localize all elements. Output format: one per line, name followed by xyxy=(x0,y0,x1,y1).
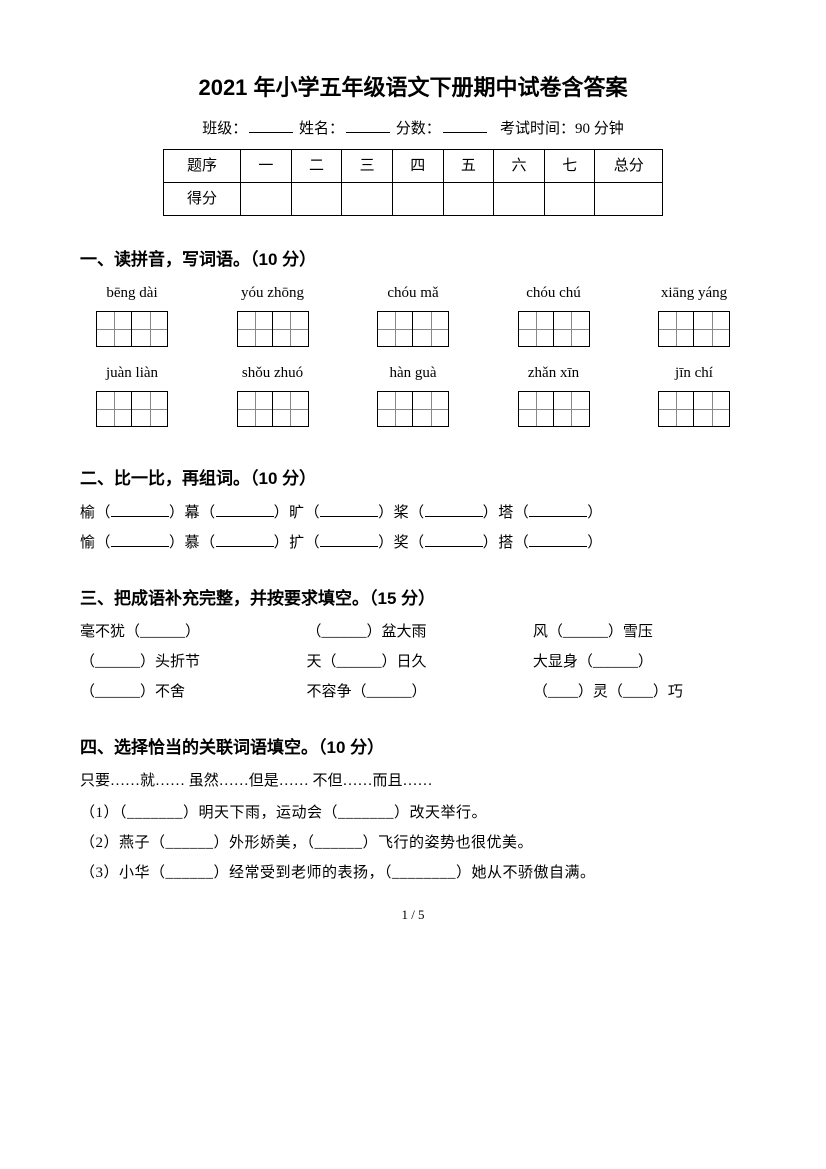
char: 幕 xyxy=(185,505,201,521)
pinyin-labels-row2: juàn liàn shǒu zhuó hàn guà zhǎn xīn jīn… xyxy=(80,361,746,387)
pinyin-text: jīn chí xyxy=(642,361,746,385)
section3-heading: 三、把成语补充完整，并按要求填空。（15 分） xyxy=(80,585,746,612)
exam-time-value: 90 分钟 xyxy=(575,121,624,137)
pinyin-text: yóu zhōng xyxy=(221,281,325,305)
blank[interactable] xyxy=(111,502,169,517)
col-3: 三 xyxy=(342,150,393,183)
row2-label: 得分 xyxy=(164,183,241,216)
score-cell[interactable] xyxy=(544,183,595,216)
blank[interactable] xyxy=(216,532,274,547)
score-blank[interactable] xyxy=(443,118,487,133)
blank[interactable] xyxy=(529,502,587,517)
char: 愉 xyxy=(80,535,96,551)
section1-heading: 一、读拼音，写词语。（10 分） xyxy=(80,246,746,273)
score-cell[interactable] xyxy=(494,183,545,216)
name-label: 姓名： xyxy=(299,121,344,137)
score-table: 题序 一 二 三 四 五 六 七 总分 得分 xyxy=(163,149,663,216)
tianzi-box[interactable] xyxy=(642,311,746,347)
score-label: 分数： xyxy=(396,121,441,137)
score-cell[interactable] xyxy=(342,183,393,216)
char: 奖 xyxy=(394,535,410,551)
tianzi-box[interactable] xyxy=(502,391,606,427)
tianzi-box[interactable] xyxy=(502,311,606,347)
q3-item: 毫不犹（______） xyxy=(80,620,293,644)
tianzi-box[interactable] xyxy=(642,391,746,427)
pinyin-text: xiāng yáng xyxy=(642,281,746,305)
page-number: 1 / 5 xyxy=(80,905,746,926)
q3-row2: （______）头折节 天（______）日久 大显身（______） xyxy=(80,650,746,674)
tianzi-box[interactable] xyxy=(221,311,325,347)
q3-item: 大显身（______） xyxy=(533,650,746,674)
pinyin-text: bēng dài xyxy=(80,281,184,305)
tianzi-box[interactable] xyxy=(221,391,325,427)
tianzi-box[interactable] xyxy=(80,311,184,347)
row1-label: 题序 xyxy=(164,150,241,183)
q3-row3: （______）不舍 不容争（______） （____）灵（____）巧 xyxy=(80,680,746,704)
blank[interactable] xyxy=(216,502,274,517)
pinyin-text: hàn guà xyxy=(361,361,465,385)
tianzi-box[interactable] xyxy=(361,311,465,347)
pinyin-labels-row1: bēng dài yóu zhōng chóu mǎ chóu chú xiān… xyxy=(80,281,746,307)
col-2: 二 xyxy=(291,150,342,183)
col-6: 六 xyxy=(494,150,545,183)
score-cell[interactable] xyxy=(291,183,342,216)
pinyin-text: chóu mǎ xyxy=(361,281,465,305)
name-blank[interactable] xyxy=(346,118,390,133)
blank[interactable] xyxy=(320,532,378,547)
tianzi-box[interactable] xyxy=(361,391,465,427)
q3-item: 风（______）雪压 xyxy=(533,620,746,644)
blank[interactable] xyxy=(320,502,378,517)
col-1: 一 xyxy=(241,150,292,183)
q3-row1: 毫不犹（______） （______）盆大雨 风（______）雪压 xyxy=(80,620,746,644)
q4-options: 只要……就…… 虽然……但是…… 不但……而且…… xyxy=(80,769,746,793)
char: 搭 xyxy=(498,535,514,551)
char: 桨 xyxy=(394,505,410,521)
col-total: 总分 xyxy=(595,150,663,183)
q2-line1: 榆（）幕（）旷（）桨（）塔（） xyxy=(80,501,746,525)
char: 旷 xyxy=(289,505,305,521)
q3-item: （______）不舍 xyxy=(80,680,293,704)
col-5: 五 xyxy=(443,150,494,183)
pinyin-text: zhǎn xīn xyxy=(502,361,606,385)
blank[interactable] xyxy=(111,532,169,547)
exam-time-label: 考试时间： xyxy=(500,121,575,137)
score-cell[interactable] xyxy=(595,183,663,216)
class-blank[interactable] xyxy=(249,118,293,133)
pinyin-text: shǒu zhuó xyxy=(221,361,325,385)
score-cell[interactable] xyxy=(392,183,443,216)
char: 扩 xyxy=(289,535,305,551)
char: 塔 xyxy=(498,505,514,521)
char: 榆 xyxy=(80,505,96,521)
q3-item: （____）灵（____）巧 xyxy=(533,680,746,704)
class-label: 班级： xyxy=(202,121,247,137)
score-cell[interactable] xyxy=(443,183,494,216)
col-7: 七 xyxy=(544,150,595,183)
tianzi-row2 xyxy=(80,391,746,427)
blank[interactable] xyxy=(529,532,587,547)
q3-item: （______）头折节 xyxy=(80,650,293,674)
q4-q3: （3）小华（______）经常受到老师的表扬，（________）她从不骄傲自满… xyxy=(80,861,746,885)
tianzi-row1 xyxy=(80,311,746,347)
document-title: 2021 年小学五年级语文下册期中试卷含答案 xyxy=(80,70,746,105)
blank[interactable] xyxy=(425,502,483,517)
col-4: 四 xyxy=(392,150,443,183)
tianzi-box[interactable] xyxy=(80,391,184,427)
q4-q2: （2）燕子（______）外形娇美，（______）飞行的姿势也很优美。 xyxy=(80,831,746,855)
q3-item: 不容争（______） xyxy=(306,680,519,704)
q2-line2: 愉（）慕（）扩（）奖（）搭（） xyxy=(80,531,746,555)
pinyin-text: chóu chú xyxy=(502,281,606,305)
section4-heading: 四、选择恰当的关联词语填空。（10 分） xyxy=(80,734,746,761)
q3-item: 天（______）日久 xyxy=(306,650,519,674)
q4-q1: （1）（_______）明天下雨，运动会（_______）改天举行。 xyxy=(80,801,746,825)
char: 慕 xyxy=(185,535,201,551)
header-info: 班级： 姓名： 分数： 考试时间：90 分钟 xyxy=(80,117,746,141)
section2-heading: 二、比一比，再组词。（10 分） xyxy=(80,465,746,492)
score-cell[interactable] xyxy=(241,183,292,216)
q3-item: （______）盆大雨 xyxy=(306,620,519,644)
pinyin-text: juàn liàn xyxy=(80,361,184,385)
blank[interactable] xyxy=(425,532,483,547)
